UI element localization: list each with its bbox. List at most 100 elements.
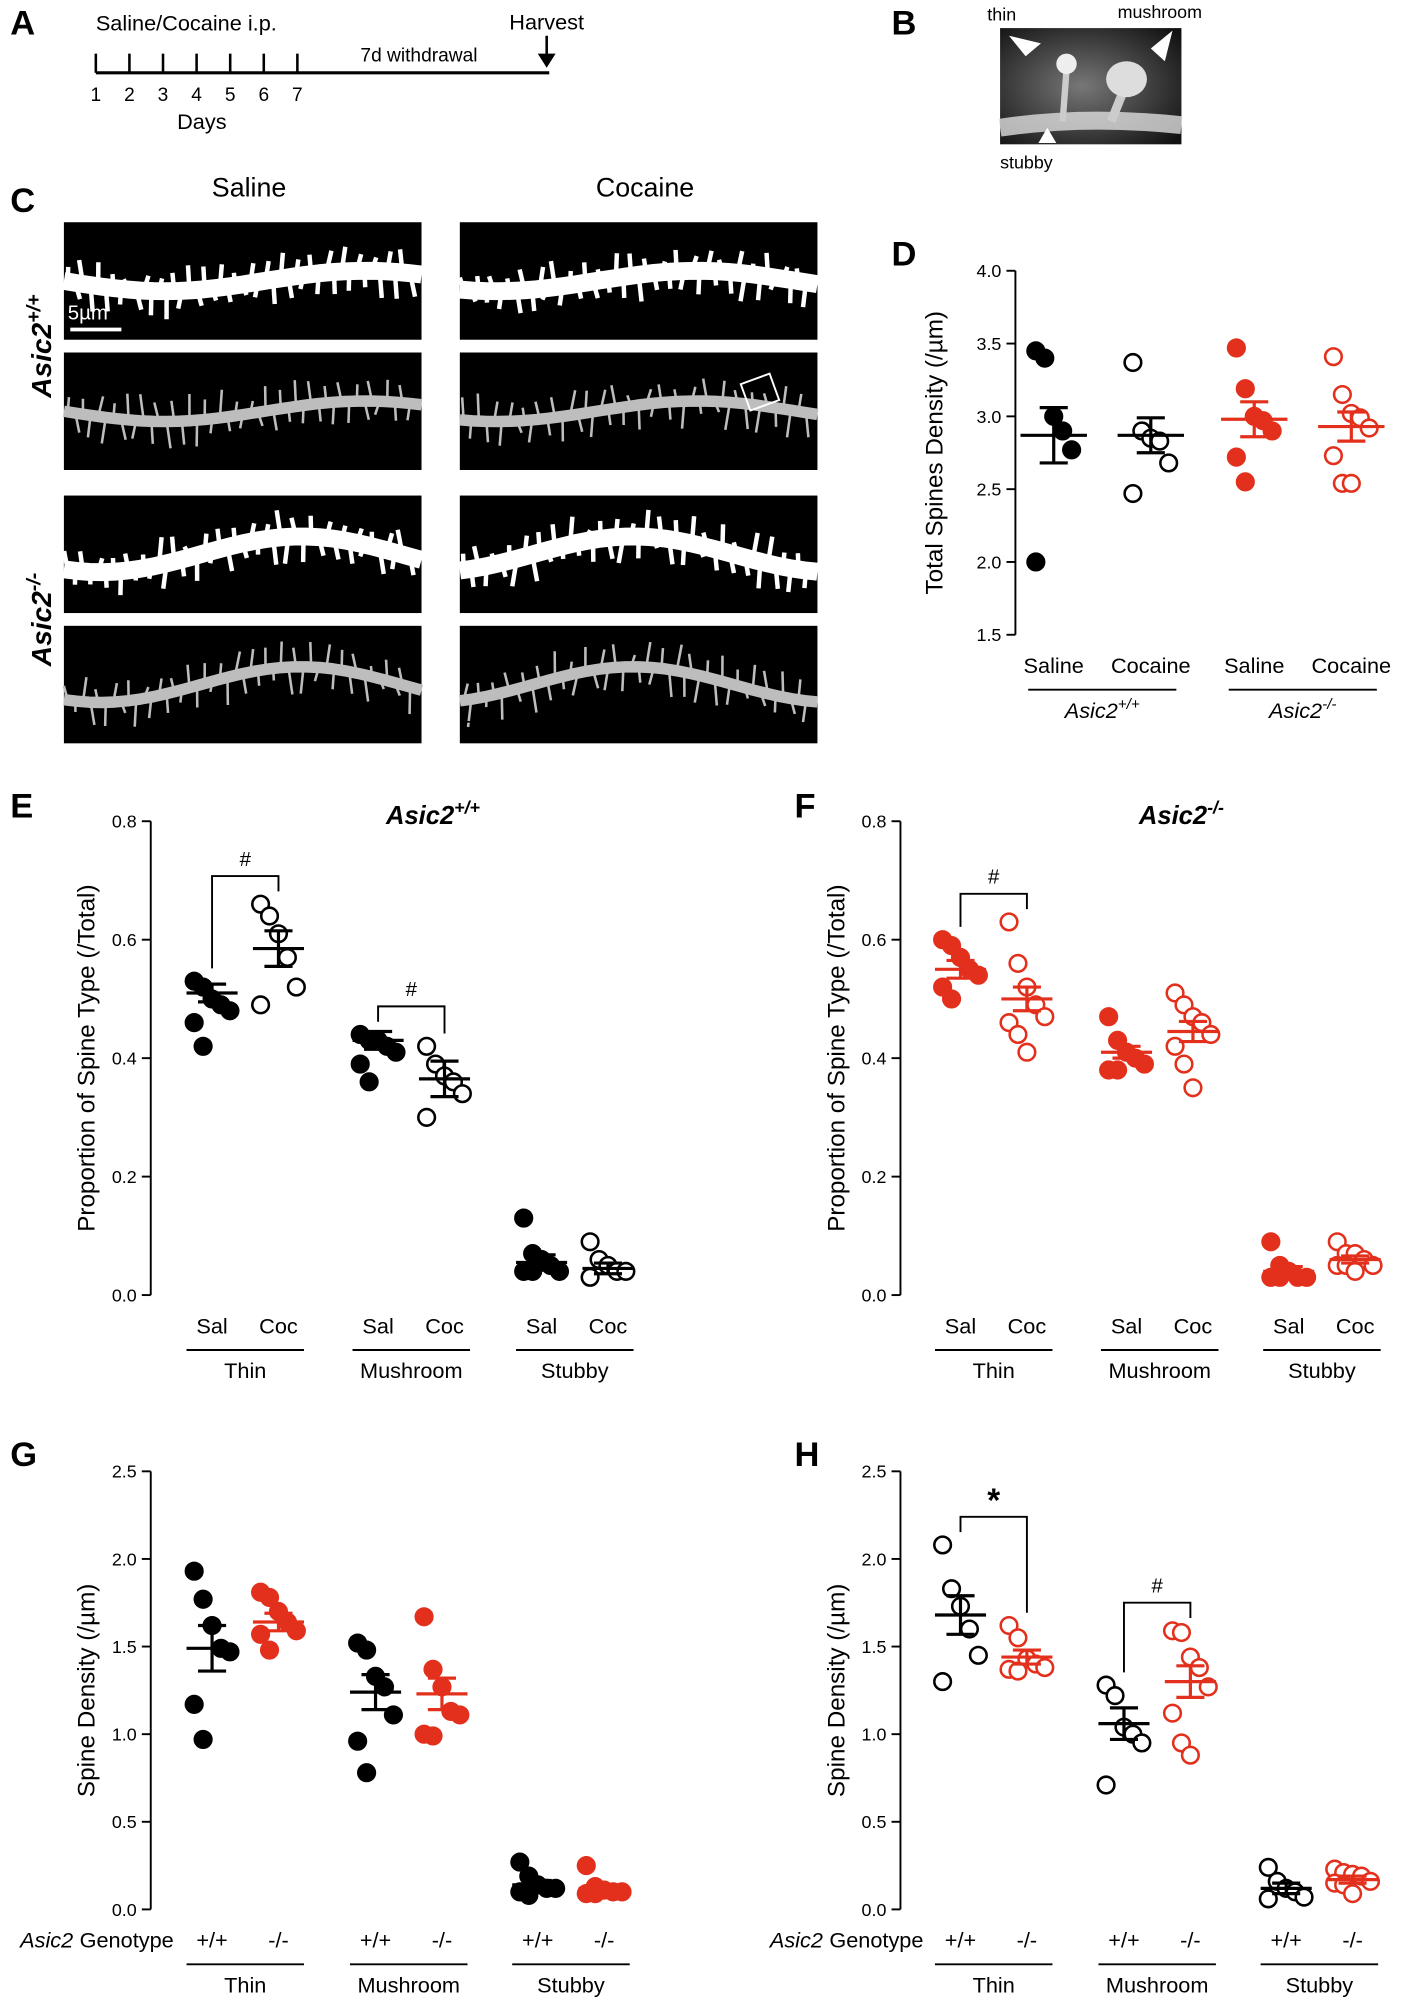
spine [802, 570, 809, 589]
spine [680, 401, 686, 429]
group-label: Sal [1273, 1313, 1304, 1338]
spine [225, 546, 235, 572]
data-point [423, 1726, 443, 1746]
pointer [1009, 35, 1041, 57]
data-point [417, 1036, 437, 1056]
spine [169, 536, 177, 562]
spine [510, 558, 520, 587]
spine [673, 389, 678, 402]
spine [331, 402, 336, 425]
spine [194, 289, 204, 307]
spine [693, 675, 701, 703]
spine [88, 284, 95, 312]
gene-name: Asic2 [1063, 698, 1118, 723]
group-label: Saline [1224, 653, 1284, 678]
y-tick-label: 2.0 [112, 1549, 137, 1569]
spine [131, 420, 138, 439]
spine [575, 542, 582, 556]
spine [142, 686, 150, 699]
spine [406, 403, 412, 421]
cluster-label: Stubby [541, 1358, 609, 1383]
harvest-label: Harvest [509, 9, 584, 34]
spine [398, 384, 404, 403]
cluster-label: Stubby [1286, 1972, 1354, 1997]
spine [180, 420, 186, 445]
group-label: Coc [589, 1313, 628, 1338]
spine [560, 546, 566, 560]
data-point [580, 1232, 600, 1252]
y-tick-label: 2.5 [977, 480, 1002, 500]
spine [133, 699, 138, 727]
spine [765, 536, 775, 564]
spine [606, 537, 615, 560]
spine [505, 278, 512, 292]
spine [561, 676, 566, 690]
spine [527, 419, 534, 443]
day-label: 1 [91, 85, 102, 106]
genotype-label: Asic2-/- [23, 573, 57, 668]
cluster-label: Mushroom [1106, 1972, 1209, 1997]
data-point [277, 947, 297, 968]
spine [713, 679, 719, 706]
spine [613, 253, 620, 279]
spine [636, 274, 644, 302]
data-point [1332, 384, 1352, 405]
y-tick-label: 0.6 [112, 930, 137, 950]
spine [316, 536, 326, 557]
spine [331, 271, 338, 295]
spine [170, 272, 177, 292]
spine [599, 389, 607, 411]
spine [315, 273, 322, 295]
spine [134, 289, 144, 311]
spine [666, 271, 673, 289]
panel-letter: C [10, 182, 35, 220]
spine [76, 259, 86, 285]
spine [659, 260, 668, 273]
spine [299, 666, 305, 694]
spine [764, 252, 771, 277]
data-point [1035, 1007, 1055, 1027]
spine [666, 538, 675, 565]
spine [727, 271, 734, 294]
spine [336, 382, 343, 402]
spine [581, 262, 588, 283]
spine [286, 276, 295, 299]
data-point [184, 1694, 204, 1714]
spine [298, 274, 306, 290]
spine [407, 556, 416, 576]
spine [521, 407, 526, 421]
spine [317, 403, 322, 422]
data-point [1262, 421, 1282, 441]
spine [150, 421, 155, 444]
spine [721, 380, 726, 402]
spine [462, 683, 469, 701]
day-label: 2 [124, 85, 135, 106]
data-point [251, 1624, 271, 1644]
spine [649, 403, 656, 418]
spine [567, 516, 575, 545]
spine [182, 545, 192, 559]
spine [339, 525, 348, 541]
spine [165, 693, 170, 714]
data-point [1008, 953, 1028, 973]
spine [73, 282, 83, 300]
spine [66, 397, 71, 412]
spine [641, 258, 649, 275]
genotype-label: Asic2-/- [1267, 696, 1336, 723]
spine [397, 249, 405, 273]
spine [475, 275, 482, 292]
y-tick-label: 1.0 [112, 1725, 137, 1745]
genotype-sup: -/- [1322, 696, 1336, 713]
data-point [1235, 379, 1255, 399]
spine [522, 535, 530, 557]
spine [712, 270, 719, 286]
spine [103, 571, 109, 588]
y-tick-label: 0.0 [112, 1900, 137, 1920]
spine [801, 700, 808, 723]
spine [701, 532, 710, 548]
data-point [580, 1267, 600, 1287]
spine [377, 548, 386, 575]
spine [179, 689, 184, 703]
data-point [1235, 472, 1255, 492]
